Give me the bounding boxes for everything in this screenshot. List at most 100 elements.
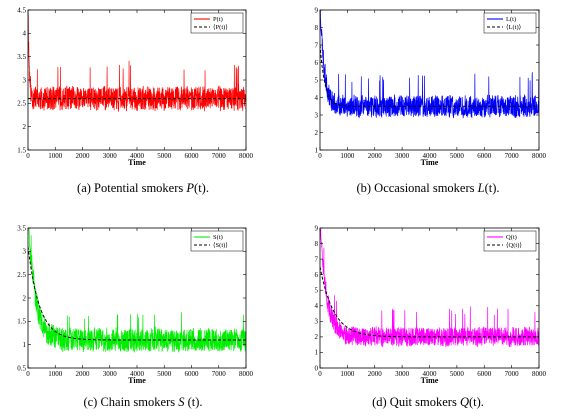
- series-d-0-line: [320, 228, 539, 348]
- y-tick-label-d-0: 0: [315, 364, 319, 372]
- y-tick-label-d-1: 1: [315, 349, 319, 357]
- y-tick-label-c-0: 0.5: [17, 364, 26, 372]
- y-tick-label-b-0: 1: [315, 146, 319, 154]
- y-tick-label-b-1: 2: [315, 129, 319, 137]
- y-tick-label-b-6: 7: [315, 41, 319, 49]
- x-tick-label-c-1: 1000: [48, 370, 63, 378]
- series-c-0-line: [28, 228, 246, 353]
- panel-b-occasional-smokers: 0 1000 2000 3000 4000 5000 6000 7000 8000 1 2 3 4 5 6 7…: [315, 6, 547, 167]
- y-tick-label-a-5: 4: [23, 30, 27, 38]
- y-tick-label-a-2: 2.5: [17, 100, 26, 108]
- y-tick-label-c-6: 3.5: [17, 224, 26, 232]
- x-tick-label-a-1: 1000: [48, 152, 63, 160]
- x-tick-label-d-8: 8000: [532, 370, 547, 378]
- legend-c: S(t)⟨S(t)⟩: [190, 230, 244, 252]
- series-b-0-line: [320, 10, 539, 119]
- y-tick-label-c-3: 2: [23, 294, 27, 302]
- y-tick-label-b-2: 3: [315, 111, 319, 119]
- legend-b: L(t)⟨L(t)⟩: [483, 12, 537, 34]
- x-tick-label-c-8: 8000: [239, 370, 254, 378]
- caption-b: (b) Occasional smokers L(t).: [356, 181, 499, 195]
- x-axis-label-b: Time: [421, 158, 439, 167]
- y-tick-label-d-9: 9: [315, 224, 319, 232]
- x-axis-label-c: Time: [128, 376, 146, 385]
- series-a-0-line: [28, 10, 246, 112]
- y-tick-label-c-5: 3: [23, 248, 27, 256]
- legend-label-a-0: P(t): [213, 16, 223, 23]
- x-tick-label-a-7: 7000: [212, 152, 227, 160]
- x-tick-label-b-3: 3000: [395, 152, 410, 160]
- y-tick-label-d-4: 4: [315, 302, 319, 310]
- legend-label-d-1: ⟨Q(t)⟩: [506, 241, 522, 249]
- x-tick-label-d-5: 5000: [450, 370, 465, 378]
- y-tick-label-a-3: 3: [23, 76, 27, 84]
- caption-d: (d) Quit smokers Q(t).: [372, 395, 484, 409]
- x-tick-label-c-4: 4000: [130, 370, 145, 378]
- y-tick-label-b-7: 8: [315, 24, 319, 32]
- x-tick-label-d-4: 4000: [423, 370, 438, 378]
- x-tick-label-a-6: 6000: [185, 152, 200, 160]
- x-tick-label-d-7: 7000: [505, 370, 520, 378]
- x-tick-label-b-8: 8000: [532, 152, 547, 160]
- y-tick-label-d-3: 3: [315, 318, 319, 326]
- panel-c-chain-smokers: 0 1000 2000 3000 4000 5000 6000 7000 8000 0.5 1 1.5…: [17, 224, 254, 385]
- x-tick-label-b-5: 5000: [450, 152, 465, 160]
- x-tick-label-a-2: 2000: [76, 152, 91, 160]
- legend-label-d-0: Q(t): [506, 234, 517, 241]
- x-tick-label-b-4: 4000: [423, 152, 438, 160]
- legend-a: P(t)⟨P(t)⟩: [190, 12, 244, 34]
- y-tick-label-c-4: 2.5: [17, 271, 26, 279]
- y-tick-label-d-5: 5: [315, 287, 319, 295]
- x-tick-label-b-1: 1000: [340, 152, 355, 160]
- caption-c: (c) Chain smokers S (t).: [83, 395, 202, 409]
- caption-a: (a) Potential smokers P(t).: [77, 181, 209, 195]
- x-tick-label-a-5: 5000: [157, 152, 172, 160]
- legend-label-b-1: ⟨L(t)⟩: [506, 23, 522, 31]
- y-tick-label-b-3: 4: [315, 94, 319, 102]
- x-tick-label-c-3: 3000: [103, 370, 118, 378]
- x-tick-label-d-2: 2000: [368, 370, 383, 378]
- panel-d-quit-smokers: 0 1000 2000 3000 4000 5000 6000 7000 8000 0 1 2 3 4 5 6…: [315, 224, 547, 385]
- y-tick-label-c-1: 1: [23, 341, 27, 349]
- y-tick-label-d-8: 8: [315, 240, 319, 248]
- x-tick-label-d-1: 1000: [340, 370, 355, 378]
- legend-label-c-0: S(t): [213, 234, 223, 241]
- x-tick-label-c-2: 2000: [76, 370, 91, 378]
- x-tick-label-a-8: 8000: [239, 152, 254, 160]
- x-tick-label-c-7: 7000: [212, 370, 227, 378]
- series-b-1-mean-line: [320, 44, 539, 107]
- series-d-1-mean-line: [320, 266, 539, 338]
- y-tick-label-a-6: 4.5: [17, 6, 26, 14]
- series-c-1-mean-line: [28, 246, 246, 341]
- x-tick-label-d-6: 6000: [477, 370, 492, 378]
- x-tick-label-a-0: 0: [26, 152, 30, 160]
- y-tick-label-d-7: 7: [315, 255, 319, 263]
- y-tick-label-a-4: 3.5: [17, 53, 26, 61]
- x-tick-label-b-0: 0: [318, 152, 322, 160]
- x-tick-label-d-3: 3000: [395, 370, 410, 378]
- y-tick-label-c-2: 1.5: [17, 318, 26, 326]
- x-tick-label-b-2: 2000: [368, 152, 383, 160]
- y-tick-label-a-0: 1.5: [17, 146, 26, 154]
- x-axis-label-d: Time: [421, 376, 439, 385]
- x-tick-label-c-0: 0: [26, 370, 30, 378]
- legend-d: Q(t)⟨Q(t)⟩: [483, 230, 537, 252]
- x-tick-label-d-0: 0: [318, 370, 322, 378]
- panel-a-potential-smokers: 0 1000 2000 3000 4000 5000 6000 7000 8000 1.5 2 2.5…: [17, 6, 253, 167]
- y-tick-label-d-2: 2: [315, 333, 319, 341]
- legend-label-b-0: L(t): [506, 16, 516, 23]
- y-tick-label-b-8: 9: [315, 6, 319, 14]
- x-tick-label-c-6: 6000: [185, 370, 200, 378]
- x-tick-label-a-3: 3000: [103, 152, 118, 160]
- legend-label-a-1: ⟨P(t)⟩: [213, 23, 228, 31]
- x-axis-label-a: Time: [128, 158, 146, 167]
- y-tick-label-b-5: 6: [315, 59, 319, 67]
- y-tick-label-d-6: 6: [315, 271, 319, 279]
- x-tick-label-a-4: 4000: [130, 152, 145, 160]
- x-tick-label-b-6: 6000: [477, 152, 492, 160]
- y-tick-label-b-4: 5: [315, 76, 319, 84]
- y-tick-label-a-1: 2: [23, 123, 27, 131]
- x-tick-label-c-5: 5000: [157, 370, 172, 378]
- x-tick-label-b-7: 7000: [505, 152, 520, 160]
